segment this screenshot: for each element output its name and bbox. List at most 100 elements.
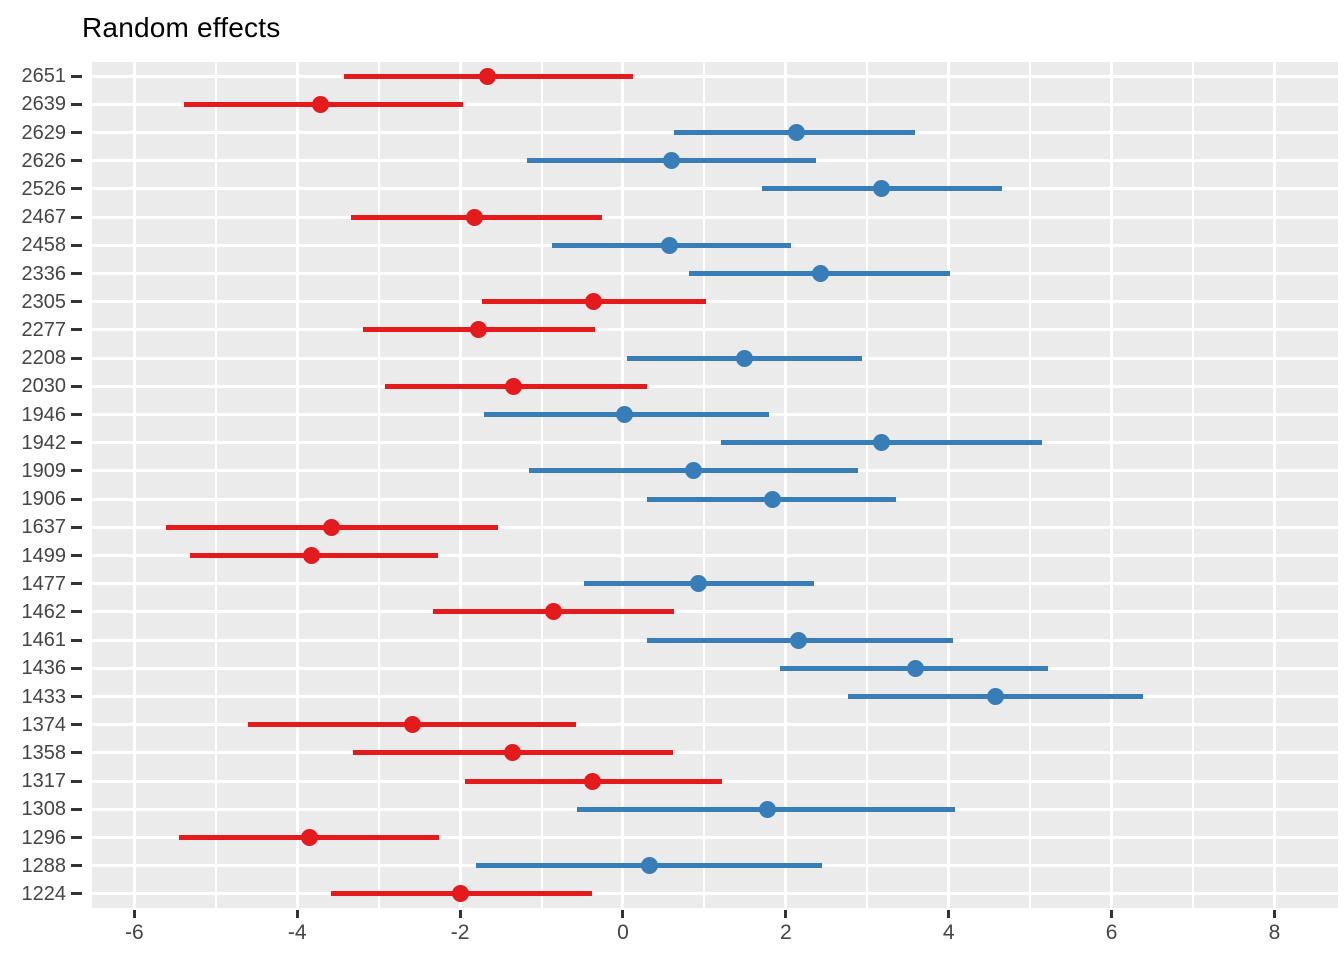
estimate-point xyxy=(545,603,563,621)
estimate-point xyxy=(616,406,634,423)
estimate-point xyxy=(640,857,658,875)
y-tick-mark xyxy=(71,525,82,529)
estimate-point xyxy=(763,490,781,508)
y-tick-mark xyxy=(71,328,82,332)
y-tick-label: 1433 xyxy=(21,685,67,708)
minor-gridline xyxy=(1192,62,1195,908)
major-gridline xyxy=(295,62,299,908)
y-tick-mark xyxy=(71,666,82,670)
estimate-point xyxy=(690,575,708,593)
estimate-point xyxy=(872,434,890,452)
x-tick-label: -2 xyxy=(450,921,470,944)
row-gridline xyxy=(92,610,1338,614)
row-gridline xyxy=(92,215,1338,219)
estimate-point xyxy=(583,772,601,790)
y-tick-mark xyxy=(71,638,82,642)
x-tick-mark xyxy=(621,910,625,918)
row-gridline xyxy=(92,300,1338,304)
estimate-point xyxy=(987,688,1005,705)
estimate-point xyxy=(790,631,808,649)
row-gridline xyxy=(92,892,1338,896)
y-tick-label: 1462 xyxy=(21,600,67,623)
major-gridline xyxy=(1272,62,1276,908)
estimate-point xyxy=(758,800,776,818)
row-gridline xyxy=(92,384,1338,388)
y-tick-label: 1288 xyxy=(21,854,67,877)
major-gridline xyxy=(1110,62,1114,908)
y-tick-label: 1224 xyxy=(21,882,67,905)
x-tick-label: 6 xyxy=(1105,921,1118,944)
estimate-point xyxy=(684,462,702,480)
row-gridline xyxy=(92,525,1338,529)
y-tick-mark xyxy=(71,159,82,163)
row-gridline xyxy=(92,328,1338,332)
y-tick-label: 1358 xyxy=(21,741,67,764)
y-tick-label: 1499 xyxy=(21,544,67,567)
estimate-point xyxy=(505,377,523,395)
estimate-point xyxy=(872,180,890,198)
y-tick-mark xyxy=(71,582,82,586)
estimate-point xyxy=(735,349,753,367)
minor-gridline xyxy=(540,62,543,908)
x-tick-mark xyxy=(458,910,462,918)
x-tick-label: 0 xyxy=(617,921,629,944)
estimate-point xyxy=(811,265,829,282)
row-gridline xyxy=(92,441,1338,445)
y-tick-label: 2467 xyxy=(21,206,67,229)
estimate-point xyxy=(660,236,678,254)
minor-gridline xyxy=(1029,62,1032,908)
major-gridline xyxy=(784,62,788,908)
y-tick-label: 1317 xyxy=(21,770,67,793)
y-tick-mark xyxy=(71,441,82,445)
minor-gridline xyxy=(214,62,217,908)
y-tick-label: 1946 xyxy=(21,403,67,426)
estimate-point xyxy=(322,518,340,536)
y-tick-label: 2526 xyxy=(21,177,67,200)
estimate-point xyxy=(662,152,680,170)
y-tick-mark xyxy=(71,131,82,134)
estimate-point xyxy=(303,547,321,564)
y-tick-mark xyxy=(71,723,82,727)
x-tick-mark xyxy=(295,910,299,918)
row-gridline xyxy=(92,695,1338,698)
y-tick-label: 2305 xyxy=(21,290,67,313)
x-tick-mark xyxy=(784,910,788,918)
y-tick-mark xyxy=(71,74,82,78)
y-tick-label: 1374 xyxy=(21,713,67,736)
y-tick-label: 2626 xyxy=(21,149,67,172)
chart-title: Random effects xyxy=(82,12,281,43)
row-gridline xyxy=(92,74,1338,78)
y-tick-mark xyxy=(71,864,82,868)
y-tick-label: 2458 xyxy=(21,234,67,257)
y-tick-label: 2629 xyxy=(21,121,67,144)
y-tick-mark xyxy=(71,610,82,614)
y-tick-label: 1308 xyxy=(21,798,67,821)
y-tick-label: 2277 xyxy=(21,318,67,341)
y-tick-mark xyxy=(71,836,82,839)
x-tick-mark xyxy=(132,910,136,918)
row-gridline xyxy=(92,751,1338,755)
estimate-point xyxy=(787,124,805,141)
y-tick-mark xyxy=(71,384,82,388)
estimate-point xyxy=(403,716,421,734)
y-tick-mark xyxy=(71,187,82,191)
row-gridline xyxy=(92,102,1338,106)
y-tick-mark xyxy=(71,300,82,304)
y-tick-mark xyxy=(71,892,82,896)
y-tick-label: 1909 xyxy=(21,459,67,482)
estimate-point xyxy=(469,321,487,339)
y-tick-label: 1461 xyxy=(21,629,67,652)
y-tick-label: 1637 xyxy=(21,516,67,539)
y-tick-label: 2336 xyxy=(21,262,67,285)
row-gridline xyxy=(92,836,1338,839)
y-tick-mark xyxy=(71,695,82,698)
row-gridline xyxy=(92,666,1338,670)
estimate-point xyxy=(906,659,924,677)
major-gridline xyxy=(132,62,136,908)
x-tick-label: -6 xyxy=(125,921,144,944)
y-tick-mark xyxy=(71,497,82,501)
minor-gridline xyxy=(866,62,869,908)
major-gridline xyxy=(621,62,625,908)
plot-panel xyxy=(92,62,1338,908)
